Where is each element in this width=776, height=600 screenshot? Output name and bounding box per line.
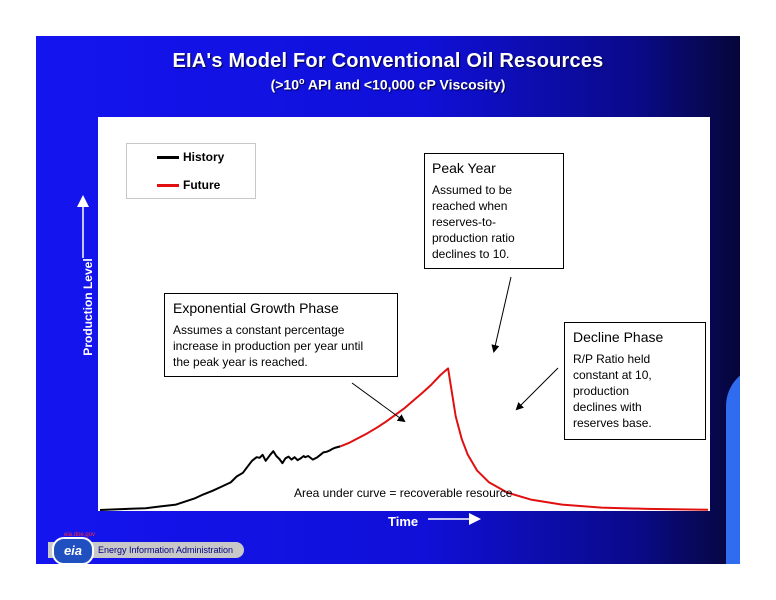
annotation-decline-line: reserves base. — [573, 416, 652, 430]
subtitle-suffix: API and <10,000 cP Viscosity) — [304, 76, 506, 93]
annotation-exponential-heading: Exponential Growth Phase — [173, 300, 339, 316]
annotation-area: Area under curve = recoverable resource — [294, 486, 513, 500]
arrow-peak — [491, 276, 512, 353]
series-line-history — [99, 445, 341, 511]
eia-logo: eia — [52, 537, 94, 565]
annotation-exponential-line: increase in production per year until — [173, 339, 364, 353]
logo-url: eia.doe.gov — [64, 532, 96, 538]
series-line-future — [339, 367, 709, 511]
annotation-exponential: Exponential Growth Phase Assumes a const… — [164, 293, 398, 377]
y-axis-label: Production Level — [81, 258, 95, 356]
x-axis-label: Time — [388, 514, 419, 529]
annotation-exponential-line: Assumes a constant percentage — [173, 323, 345, 337]
arrow-decline — [515, 367, 559, 411]
annotation-decline-line: constant at 10, — [573, 368, 652, 382]
legend-label-history: History — [183, 150, 225, 164]
series-layer — [99, 367, 709, 511]
annotation-decline-heading: Decline Phase — [573, 329, 664, 345]
annotation-decline-line: R/P Ratio held — [573, 352, 651, 366]
annotation-decline: Decline Phase R/P Ratio held constant at… — [564, 322, 706, 440]
slide-subtitle: (>10o API and <10,000 cP Viscosity) — [36, 76, 740, 93]
annotation-decline-line: production — [573, 384, 630, 398]
subtitle-prefix: (>10 — [270, 76, 299, 93]
annotation-peak-line: reserves-to- — [432, 215, 497, 229]
legend-swatch-future — [157, 184, 179, 187]
annotation-decline-line: declines with — [573, 400, 642, 414]
subtitle-degree: o — [299, 76, 305, 86]
annotation-peak-heading: Peak Year — [432, 160, 496, 176]
annotation-peak-line: production ratio — [432, 231, 515, 245]
annotation-peak: Peak Year Assumed to be reached when res… — [424, 153, 564, 269]
annotation-peak-line: Assumed to be — [432, 183, 513, 197]
annotation-peak-line: reached when — [432, 199, 508, 213]
legend-swatch-history — [157, 156, 179, 159]
footer-agency-name: Energy Information Administration — [98, 545, 234, 555]
annotation-peak-line: declines to 10. — [432, 247, 510, 261]
footer-bar — [48, 542, 244, 558]
slide-title: EIA's Model For Conventional Oil Resourc… — [172, 50, 604, 72]
legend: History Future — [126, 143, 256, 199]
arrow-exponential — [351, 382, 406, 423]
legend-label-future: Future — [183, 178, 221, 192]
accent-shape — [726, 366, 740, 564]
annotation-exponential-line: the peak year is reached. — [173, 355, 308, 369]
